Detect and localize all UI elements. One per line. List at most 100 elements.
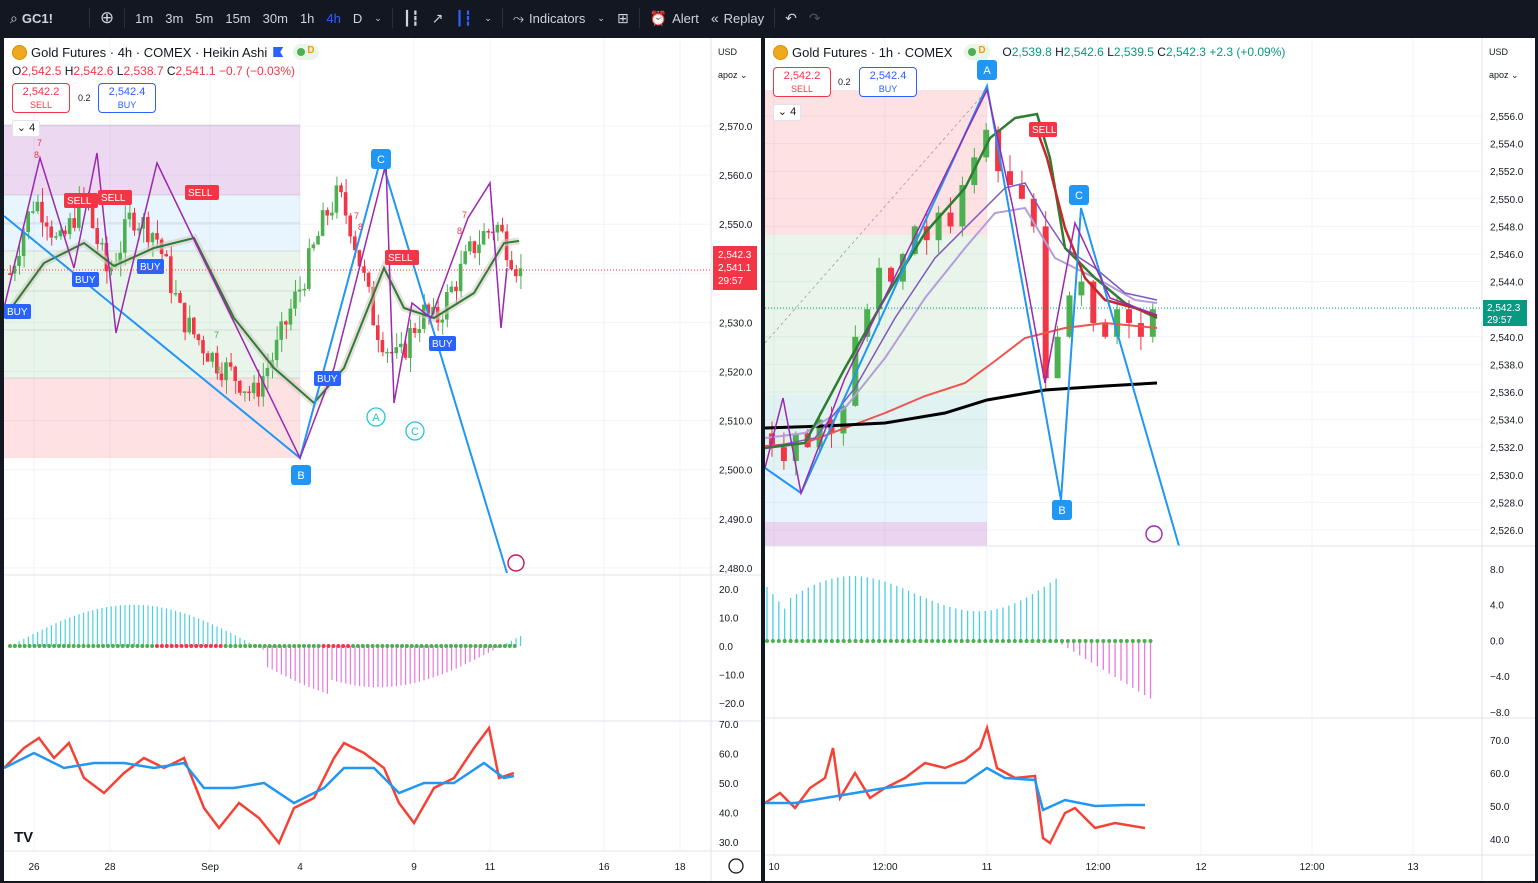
osc-tick-label: 20.0 xyxy=(719,585,739,596)
candle-body xyxy=(371,286,375,326)
countdown-text: 29:57 xyxy=(718,276,743,287)
osc-zero-dot xyxy=(86,644,91,648)
time-tick-label: 4 xyxy=(297,862,303,873)
interval-1m[interactable]: 1m xyxy=(135,10,154,26)
open-label: O xyxy=(1002,45,1012,59)
collapse-indicators-button[interactable]: ⌄ 4 xyxy=(12,120,40,137)
change-value: −0.7 (−0.03%) xyxy=(218,64,295,78)
osc-zero-dot xyxy=(400,644,404,648)
osc-zero-dot xyxy=(1089,639,1094,643)
osc-zero-dot xyxy=(439,644,444,648)
high-value: 2,542.6 xyxy=(73,64,114,78)
rsi-slow-line xyxy=(4,751,515,805)
sell-button[interactable]: 2,542.2 SELL xyxy=(773,67,831,97)
osc-zero-dot xyxy=(424,644,429,648)
osc-zero-dot xyxy=(37,644,42,648)
indicators-dropdown[interactable]: ⌄ xyxy=(591,4,611,32)
osc-zero-dot xyxy=(812,639,817,643)
interval-4h[interactable]: 4h xyxy=(326,10,341,26)
interval-15m[interactable]: 15m xyxy=(225,10,251,26)
chart-pane-left[interactable]: B C A C SELL SELL SELL BUY BUY BUY BUY SELL BUY 7 8 7 8 7… xyxy=(4,38,761,881)
layout-button[interactable]: ⊞ xyxy=(611,4,635,32)
osc-zero-dot xyxy=(800,639,805,643)
replay-button[interactable]: « Replay xyxy=(705,4,770,32)
signal-tag-text: SELL xyxy=(188,188,213,199)
osc-zero-dot xyxy=(228,644,233,648)
buy-button[interactable]: 2,542.4 BUY xyxy=(98,83,156,113)
symbol-search[interactable]: ⌕ GC1! xyxy=(0,4,59,32)
zigzag-line xyxy=(765,87,1158,496)
signal-tag-text: SELL xyxy=(67,196,92,207)
close-value: 2,542.3 xyxy=(1165,45,1206,59)
osc-zero-dot xyxy=(282,644,287,648)
osc-zero-dot xyxy=(463,644,468,648)
wave-label-text: B xyxy=(1058,505,1065,517)
line-style-button[interactable]: ↗ xyxy=(426,4,450,32)
interval-D[interactable]: D xyxy=(352,10,363,26)
candle-body xyxy=(187,317,191,333)
interval-1h[interactable]: 1h xyxy=(299,10,315,26)
scale-mode-selector[interactable]: apoz ⌄ xyxy=(1489,70,1519,81)
chart-canvas-right[interactable]: A B C SELL 2,556.0 2,554.0 2,552.0 2,550.0 2,548… xyxy=(765,38,1535,881)
interval-5m[interactable]: 5m xyxy=(195,10,214,26)
currency-selector[interactable]: USD xyxy=(718,47,738,57)
sell-button[interactable]: 2,542.2 SELL xyxy=(12,83,70,113)
candle-body xyxy=(426,304,431,315)
osc-zero-dot xyxy=(101,644,106,648)
gold-symbol-icon xyxy=(773,44,788,60)
currency-selector[interactable]: USD xyxy=(1489,47,1509,57)
scale-mode-selector[interactable]: apoz ⌄ xyxy=(718,70,748,81)
candle-body xyxy=(935,212,942,241)
flag-icon[interactable] xyxy=(273,47,284,57)
signal-tag-box xyxy=(429,336,456,351)
rsi-tick-label: 40.0 xyxy=(1490,835,1510,846)
candle-body xyxy=(491,231,495,234)
style-dropdown[interactable]: ⌄ xyxy=(478,4,498,32)
osc-zero-dot xyxy=(1060,639,1064,643)
candle-body xyxy=(458,263,463,292)
chart-pane-right[interactable]: A B C SELL 2,556.0 2,554.0 2,552.0 2,550.0 2,548… xyxy=(765,38,1535,881)
collapse-indicators-button[interactable]: ⌄ 4 xyxy=(773,104,801,121)
candle-body xyxy=(284,321,288,325)
toolbar-divider xyxy=(391,8,393,28)
candle-body xyxy=(155,233,159,240)
time-tick-label: 9 xyxy=(411,862,417,873)
interval-30m[interactable]: 30m xyxy=(262,10,288,26)
osc-zero-dot xyxy=(351,644,355,648)
zone-box-purple xyxy=(765,522,987,546)
indicators-button[interactable]: ⤳ Indicators xyxy=(507,4,592,32)
price-tick-label: 2,530.0 xyxy=(719,318,753,329)
bar-style-button[interactable]: ┃┇ xyxy=(449,4,478,32)
candle-body xyxy=(343,192,348,216)
osc-zero-dot xyxy=(429,644,434,648)
osc-zero-dot xyxy=(924,639,929,643)
osc-zero-dot xyxy=(223,644,228,648)
interval-3m[interactable]: 3m xyxy=(165,10,184,26)
chart-legend-left: Gold Futures · 4h · COMEX · Heikin Ashi … xyxy=(12,44,320,60)
buy-button[interactable]: 2,542.4 BUY xyxy=(859,67,917,97)
osc-zero-dot xyxy=(473,644,478,648)
count-label: 8 xyxy=(216,365,221,375)
price-tick-label: 2,556.0 xyxy=(1490,112,1524,123)
candle-body xyxy=(1149,309,1156,337)
candle-body xyxy=(923,226,930,241)
osc-zero-dot xyxy=(507,644,512,648)
osc-zero-dot xyxy=(169,644,174,648)
osc-zero-dot xyxy=(835,639,840,643)
candle-body xyxy=(852,336,859,406)
settings-gear-icon xyxy=(728,858,744,874)
undo-button[interactable]: ↶ xyxy=(779,4,803,32)
osc-tick-label: 0.0 xyxy=(1490,636,1504,647)
compare-button[interactable]: ⊕ xyxy=(94,4,120,32)
candle-style-button[interactable]: ┃┇ xyxy=(397,4,426,32)
candle-body xyxy=(454,286,458,292)
osc-zero-dot xyxy=(179,644,184,648)
osc-zero-dot xyxy=(871,639,876,643)
interval-dropdown[interactable]: ⌄ xyxy=(368,4,388,32)
osc-zero-dot xyxy=(458,644,463,648)
candle-body xyxy=(100,242,104,245)
redo-button[interactable]: ↷ xyxy=(803,4,827,32)
osc-zero-dot xyxy=(1095,639,1100,643)
alert-button[interactable]: ⏰ Alert xyxy=(644,4,705,32)
